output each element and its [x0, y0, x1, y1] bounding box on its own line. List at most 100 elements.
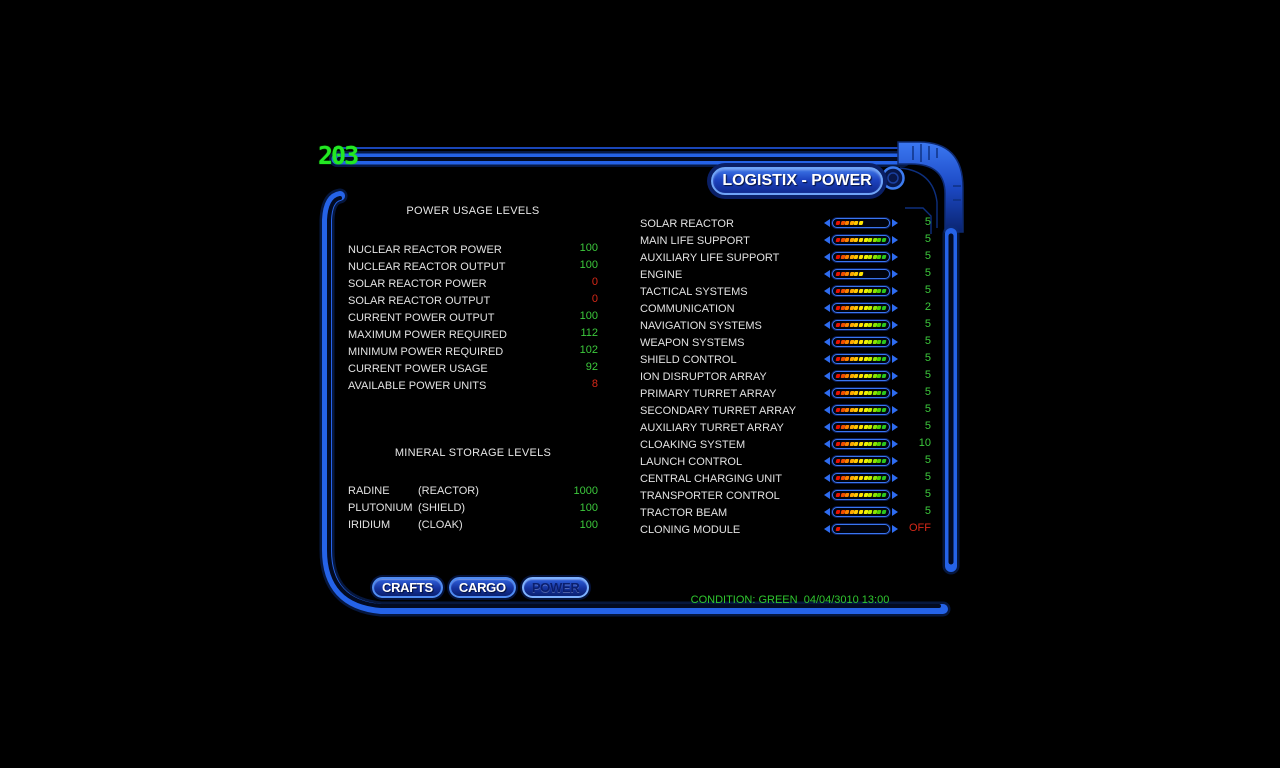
increase-arrow-icon[interactable] — [892, 507, 898, 516]
decrease-arrow-icon[interactable] — [824, 371, 830, 380]
power-slider[interactable] — [824, 471, 898, 484]
system-row: PRIMARY TURRET ARRAY 5 — [640, 384, 931, 401]
power-slider[interactable] — [824, 250, 898, 263]
charge-segment — [858, 373, 864, 378]
power-slider[interactable] — [824, 318, 898, 331]
decrease-arrow-icon[interactable] — [824, 490, 830, 499]
power-usage-list: NUCLEAR REACTOR POWER 100 NUCLEAR REACTO… — [348, 240, 598, 393]
charge-segment — [835, 441, 841, 446]
charge-segment — [858, 305, 864, 310]
decrease-arrow-icon[interactable] — [824, 337, 830, 346]
nav-button-crafts[interactable]: CRAFTS — [372, 577, 443, 598]
charge-segment — [881, 458, 887, 463]
power-slider[interactable] — [824, 267, 898, 280]
decrease-arrow-icon[interactable] — [824, 252, 830, 261]
increase-arrow-icon[interactable] — [892, 439, 898, 448]
decrease-arrow-icon[interactable] — [824, 235, 830, 244]
increase-arrow-icon[interactable] — [892, 320, 898, 329]
increase-arrow-icon[interactable] — [892, 337, 898, 346]
power-slider[interactable] — [824, 216, 898, 229]
decrease-arrow-icon[interactable] — [824, 524, 830, 533]
increase-arrow-icon[interactable] — [892, 303, 898, 312]
stat-label: SOLAR REACTOR POWER — [348, 278, 487, 290]
system-row: MAIN LIFE SUPPORT 5 — [640, 231, 931, 248]
decrease-arrow-icon[interactable] — [824, 354, 830, 363]
charge-segment — [881, 356, 887, 361]
increase-arrow-icon[interactable] — [892, 524, 898, 533]
mineral-row: IRIDIUM (CLOAK) 100 — [348, 517, 598, 534]
increase-arrow-icon[interactable] — [892, 388, 898, 397]
decrease-arrow-icon[interactable] — [824, 388, 830, 397]
system-value: 5 — [924, 233, 931, 245]
system-value: 10 — [918, 437, 931, 449]
system-label: SHIELD CONTROL — [640, 354, 737, 366]
system-label: AUXILIARY TURRET ARRAY — [640, 422, 784, 434]
decrease-arrow-icon[interactable] — [824, 507, 830, 516]
system-row: TACTICAL SYSTEMS 5 — [640, 282, 931, 299]
power-slider[interactable] — [824, 301, 898, 314]
decrease-arrow-icon[interactable] — [824, 456, 830, 465]
power-slider[interactable] — [824, 505, 898, 518]
power-slider[interactable] — [824, 420, 898, 433]
increase-arrow-icon[interactable] — [892, 405, 898, 414]
charge-segment — [835, 509, 841, 514]
decrease-arrow-icon[interactable] — [824, 422, 830, 431]
power-slider[interactable] — [824, 284, 898, 297]
increase-arrow-icon[interactable] — [892, 422, 898, 431]
increase-arrow-icon[interactable] — [892, 218, 898, 227]
system-label: MAIN LIFE SUPPORT — [640, 235, 750, 247]
charge-segment — [858, 492, 864, 497]
slider-track — [832, 319, 890, 330]
decrease-arrow-icon[interactable] — [824, 439, 830, 448]
increase-arrow-icon[interactable] — [892, 269, 898, 278]
decrease-arrow-icon[interactable] — [824, 286, 830, 295]
charge-segment — [881, 441, 887, 446]
system-row: AUXILIARY LIFE SUPPORT 5 — [640, 248, 931, 265]
system-label: CLONING MODULE — [640, 524, 741, 536]
power-slider[interactable] — [824, 233, 898, 246]
charge-segment — [858, 271, 864, 276]
system-label: NAVIGATION SYSTEMS — [640, 320, 762, 332]
nav-button-cargo[interactable]: CARGO — [448, 577, 516, 598]
decrease-arrow-icon[interactable] — [824, 218, 830, 227]
power-slider[interactable] — [824, 488, 898, 501]
system-label: PRIMARY TURRET ARRAY — [640, 388, 777, 400]
mineral-name: RADINE — [348, 485, 390, 497]
decrease-arrow-icon[interactable] — [824, 269, 830, 278]
power-slider[interactable] — [824, 437, 898, 450]
power-slider[interactable] — [824, 454, 898, 467]
system-value: 5 — [924, 471, 931, 483]
charge-segment — [858, 407, 864, 412]
charge-segment — [835, 288, 841, 293]
corner-ring — [881, 166, 905, 190]
increase-arrow-icon[interactable] — [892, 490, 898, 499]
systems-list: SOLAR REACTOR 5 MAIN LIFE SUPPORT 5 AUXI… — [640, 214, 931, 537]
decrease-arrow-icon[interactable] — [824, 405, 830, 414]
decrease-arrow-icon[interactable] — [824, 303, 830, 312]
charge-segment — [881, 237, 887, 242]
increase-arrow-icon[interactable] — [892, 354, 898, 363]
power-slider[interactable] — [824, 403, 898, 416]
increase-arrow-icon[interactable] — [892, 371, 898, 380]
stat-label: CURRENT POWER OUTPUT — [348, 312, 495, 324]
power-slider[interactable] — [824, 352, 898, 365]
increase-arrow-icon[interactable] — [892, 252, 898, 261]
decrease-arrow-icon[interactable] — [824, 473, 830, 482]
system-value: 5 — [924, 488, 931, 500]
mineral-value: 1000 — [573, 485, 598, 497]
charge-segment — [881, 424, 887, 429]
nav-button-power[interactable]: POWER — [521, 577, 590, 598]
increase-arrow-icon[interactable] — [892, 473, 898, 482]
decrease-arrow-icon[interactable] — [824, 320, 830, 329]
power-slider[interactable] — [824, 386, 898, 399]
increase-arrow-icon[interactable] — [892, 235, 898, 244]
increase-arrow-icon[interactable] — [892, 456, 898, 465]
slider-track — [832, 472, 890, 483]
power-slider[interactable] — [824, 369, 898, 382]
mineral-storage-heading: MINERAL STORAGE LEVELS — [394, 447, 552, 459]
system-value: OFF — [909, 522, 931, 534]
power-slider[interactable] — [824, 522, 898, 535]
power-slider[interactable] — [824, 335, 898, 348]
system-label: SECONDARY TURRET ARRAY — [640, 405, 797, 417]
increase-arrow-icon[interactable] — [892, 286, 898, 295]
